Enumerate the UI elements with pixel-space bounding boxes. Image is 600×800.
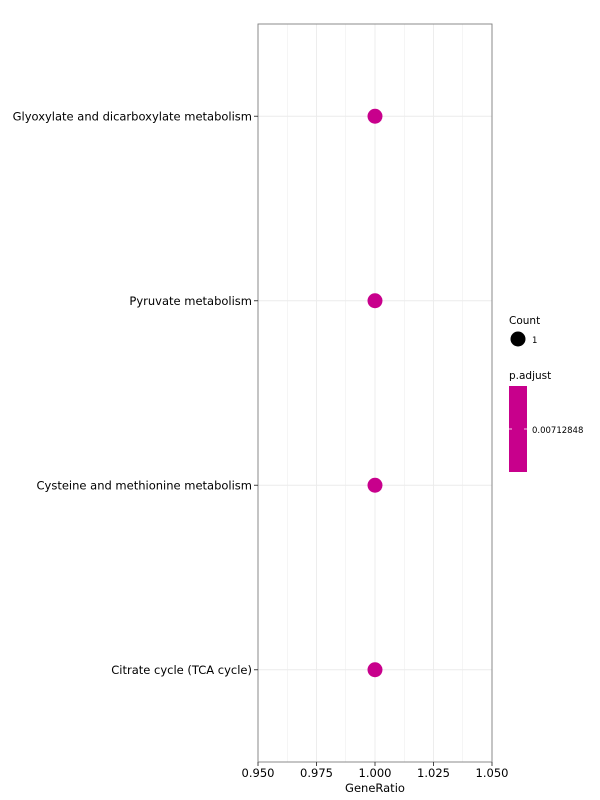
- x-tick-label: 0.950: [242, 766, 275, 780]
- legend-padjust-label: 0.00712848: [532, 426, 583, 436]
- x-axis: 0.950 0.975 1.000 1.025 1.050: [242, 762, 509, 780]
- data-point: [367, 293, 383, 309]
- x-tick-label: 1.025: [417, 766, 450, 780]
- legend: Count 1 p.adjust 0.00712848: [509, 315, 583, 472]
- y-tick-label: Pyruvate metabolism: [129, 294, 252, 308]
- legend-count-label: 1: [532, 336, 537, 346]
- x-tick-label: 0.975: [300, 766, 333, 780]
- legend-count-dot: [510, 331, 526, 347]
- legend-count-title: Count: [509, 315, 540, 327]
- y-tick-label: Cysteine and methionine metabolism: [37, 478, 252, 492]
- x-axis-title: GeneRatio: [345, 781, 405, 795]
- x-tick-label: 1.050: [476, 766, 509, 780]
- legend-colorbar: [509, 386, 527, 472]
- y-tick-label: Glyoxylate and dicarboxylate metabolism: [13, 109, 252, 123]
- data-points: [367, 108, 383, 678]
- data-point: [367, 108, 383, 124]
- y-tick-label: Citrate cycle (TCA cycle): [111, 663, 252, 677]
- data-point: [367, 477, 383, 493]
- legend-padjust-title: p.adjust: [509, 370, 551, 382]
- data-point: [367, 662, 383, 678]
- y-axis: Glyoxylate and dicarboxylate metabolism P…: [13, 109, 258, 677]
- x-tick-label: 1.000: [359, 766, 392, 780]
